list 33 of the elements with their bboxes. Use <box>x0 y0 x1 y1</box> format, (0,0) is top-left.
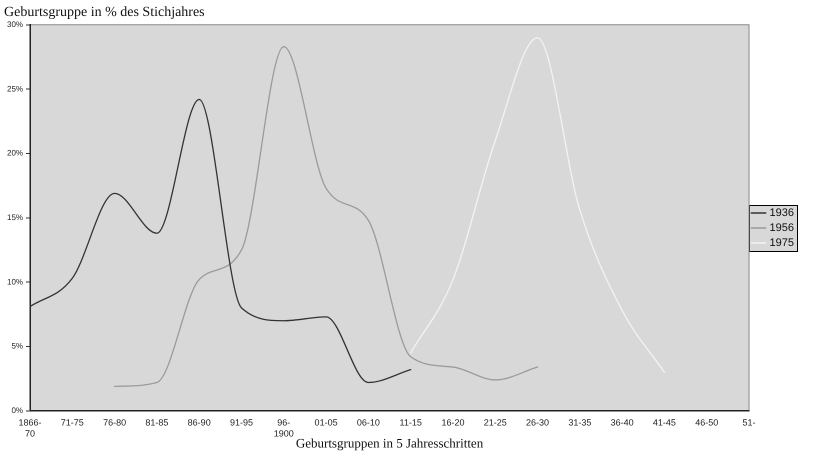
chart-title: Geburtsgruppe in % des Stichjahres <box>4 5 205 20</box>
legend-label: 1936 <box>770 207 794 220</box>
x-tick-label: 51- <box>742 418 756 428</box>
line-series <box>410 37 666 373</box>
line-series <box>29 98 412 384</box>
y-tick-label: 15% <box>6 213 24 222</box>
x-tick-label: 01-05 <box>314 418 338 428</box>
x-axis-title: Geburtsgruppen in 5 Jahresschritten <box>296 436 484 451</box>
y-tick-label: 25% <box>6 84 24 94</box>
x-tick-label: 81-85 <box>145 418 168 428</box>
y-tick-label: 0% <box>11 406 24 416</box>
y-tick-label: 20% <box>6 148 24 158</box>
legend-label: 1975 <box>770 237 794 250</box>
y-tick-label: 5% <box>11 342 24 351</box>
x-tick-label: 91-95 <box>230 418 254 428</box>
x-tick-label: 21-25 <box>484 418 507 428</box>
line-series <box>114 46 538 388</box>
x-tick-label: 11-15 <box>399 418 422 428</box>
x-tick-label: 36-40 <box>610 418 634 428</box>
x-tick-label: 26-30 <box>526 418 550 428</box>
x-tick-label: 46-50 <box>695 418 718 428</box>
x-tick-label: 31-35 <box>568 418 592 428</box>
y-tick-label: 10% <box>6 277 24 286</box>
x-tick-label: 1866-70 <box>18 418 42 438</box>
x-tick-label: 71-75 <box>60 418 84 428</box>
x-tick-label: 86-90 <box>188 418 211 428</box>
x-tick-label: 41-45 <box>652 418 676 428</box>
y-tick-label: 30% <box>6 20 24 30</box>
x-tick-label: 06-10 <box>356 418 380 428</box>
legend-label: 1956 <box>770 222 794 234</box>
x-tick-label: 76-80 <box>103 418 126 428</box>
x-tick-label: 16-20 <box>441 418 464 428</box>
x-tick-label: 96-1900 <box>274 418 294 438</box>
